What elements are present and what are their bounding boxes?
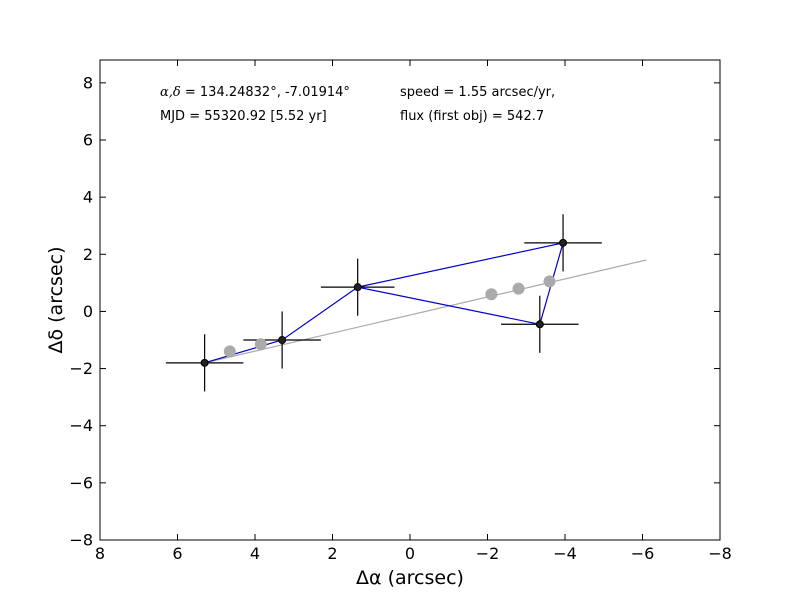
observed-point	[353, 283, 362, 292]
model-point	[485, 288, 498, 301]
ticks-layer: 8 6 4 2 0 −2 −4 −6 −8 −8 −6 −4 −2 0 2 4 6 8	[69, 60, 732, 563]
y-tick-label: −4	[69, 416, 93, 435]
plot-layer	[165, 214, 647, 392]
x-tick-label: −2	[476, 544, 500, 563]
x-tick-label: 8	[95, 544, 105, 563]
observed-point	[278, 336, 287, 344]
x-tick-label: −8	[708, 544, 732, 563]
observed-point	[200, 358, 209, 367]
x-tick-label: −6	[631, 544, 655, 563]
y-axis-title: Δδ (arcsec)	[45, 246, 67, 353]
model-point	[223, 345, 236, 358]
x-tick-label: 0	[405, 544, 415, 563]
y-tick-label: 6	[83, 131, 93, 150]
flux-annotation: flux (first obj) = 542.7	[400, 109, 544, 124]
model-point	[543, 275, 556, 288]
y-tick-label: 2	[83, 245, 93, 264]
x-tick-label: 4	[250, 544, 260, 563]
model-trajectory-line	[204, 259, 647, 364]
y-tick-label: 0	[83, 302, 93, 321]
observed-point	[535, 320, 544, 329]
y-tick-label: −6	[69, 473, 93, 492]
x-tick-label: 2	[327, 544, 337, 563]
y-tick-label: 8	[83, 73, 93, 92]
mjd-annotation: MJD = 55320.92 [5.52 yr]	[160, 109, 327, 124]
model-point	[512, 282, 525, 295]
coords-symbol: α,δ	[160, 85, 181, 100]
observation-connect-line	[204, 242, 564, 364]
y-tick-label: 4	[83, 188, 93, 207]
y-tick-label: −8	[69, 531, 93, 550]
model-point	[254, 338, 267, 351]
x-tick-label: −4	[553, 544, 577, 563]
x-tick-label: 6	[172, 544, 182, 563]
speed-annotation: speed = 1.55 arcsec/yr,	[400, 85, 555, 100]
coords-value: = 134.24832°, -7.01914°	[181, 85, 350, 100]
coords-annotation: α,δ = 134.24832°, -7.01914°	[160, 85, 350, 100]
y-tick-label: −2	[69, 359, 93, 378]
observed-point	[559, 238, 568, 247]
x-axis-title: Δα (arcsec)	[356, 567, 464, 589]
